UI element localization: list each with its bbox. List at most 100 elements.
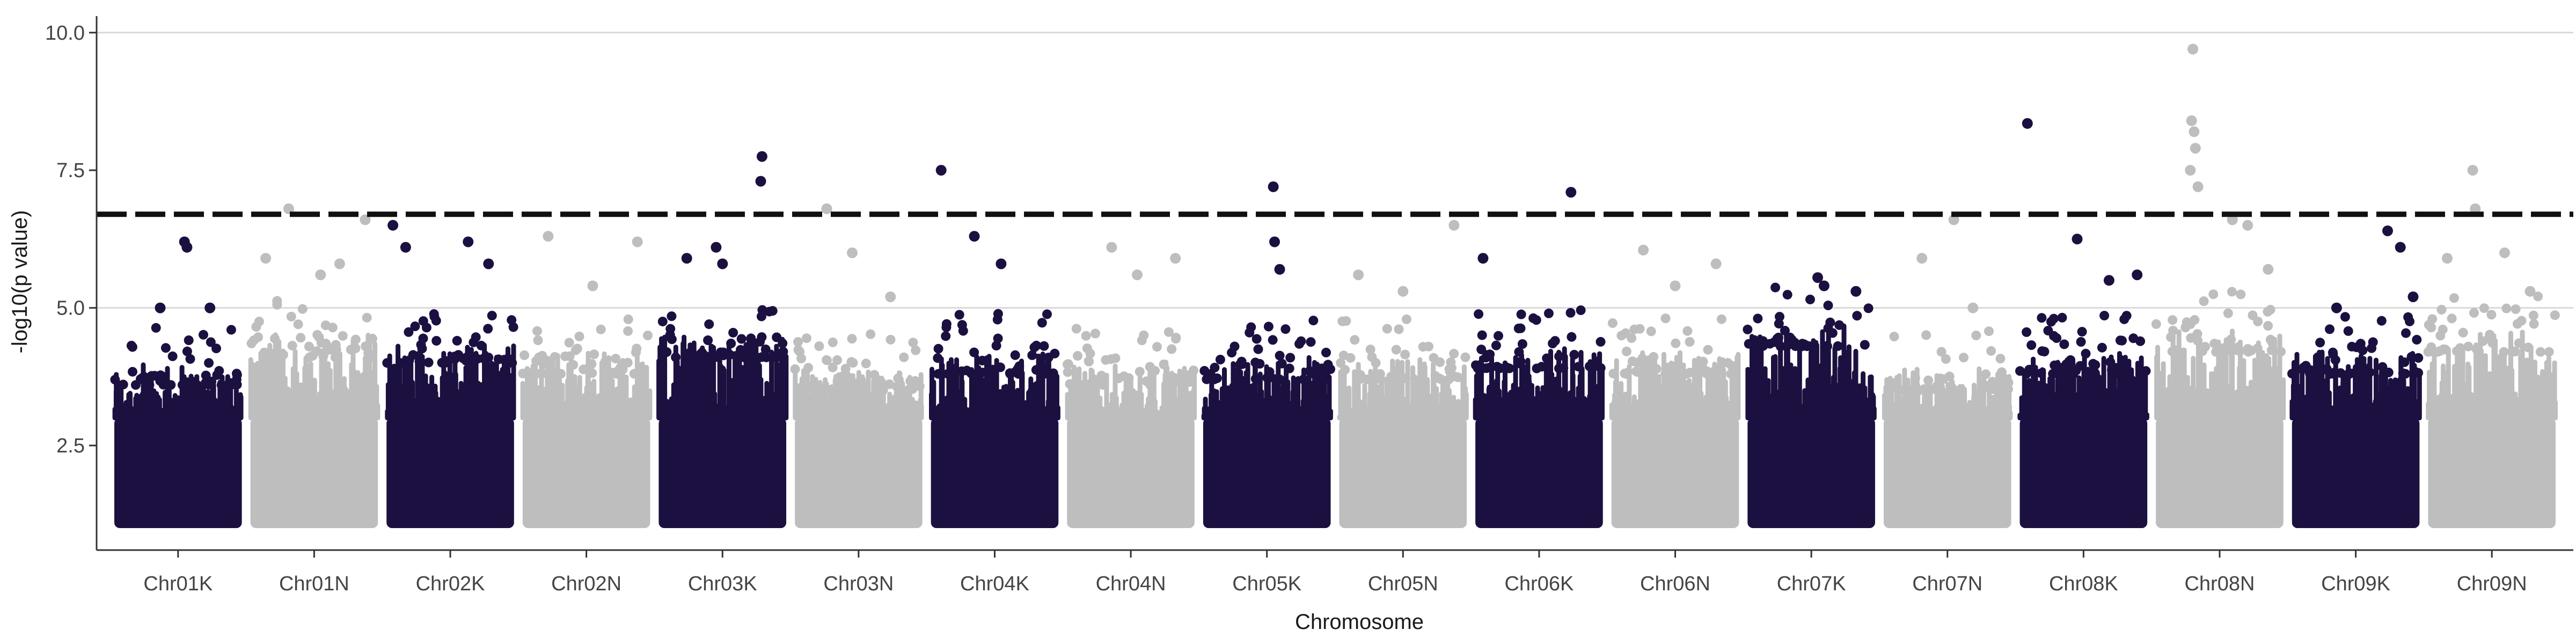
- data-point: [1137, 335, 1147, 346]
- data-point: [565, 351, 575, 361]
- data-point: [2117, 367, 2127, 377]
- data-point: [2478, 336, 2488, 346]
- x-tick-label: Chr05N: [1368, 573, 1438, 595]
- point-band: [1475, 418, 1603, 528]
- chromosome-Chr01N: [246, 203, 380, 528]
- data-point: [2048, 369, 2058, 379]
- point-columns: [520, 350, 653, 421]
- data-point: [1596, 336, 1606, 347]
- data-point: [487, 311, 497, 321]
- data-point: [1005, 369, 1015, 379]
- data-point: [293, 319, 303, 330]
- data-point: [2438, 324, 2448, 334]
- data-point: [756, 311, 766, 321]
- data-point: [2523, 342, 2533, 353]
- peak-point: [1850, 286, 1862, 297]
- point-band: [1339, 418, 1467, 528]
- chromosome-Chr02K: [382, 219, 518, 528]
- data-point: [1202, 374, 1212, 384]
- data-point: [254, 317, 264, 327]
- data-point: [1852, 311, 1862, 321]
- data-point: [287, 341, 297, 351]
- data-point: [1449, 349, 1459, 358]
- data-point: [1780, 326, 1790, 336]
- peak-point: [717, 258, 728, 269]
- data-point: [1795, 341, 1805, 351]
- data-point: [1370, 372, 1379, 383]
- data-point: [2501, 303, 2512, 313]
- data-point: [1084, 356, 1094, 366]
- data-point: [1782, 290, 1792, 300]
- data-point: [2463, 341, 2473, 352]
- peak-point: [181, 241, 193, 253]
- data-point: [728, 327, 738, 338]
- data-point: [861, 358, 871, 369]
- data-point: [2426, 323, 2436, 333]
- data-point: [118, 379, 128, 390]
- data-point: [1514, 358, 1524, 369]
- data-point: [1098, 380, 1108, 390]
- peak-point: [2185, 165, 2196, 176]
- data-point: [2479, 303, 2489, 313]
- data-point: [873, 375, 883, 385]
- data-point: [1910, 373, 1920, 383]
- data-point: [2458, 327, 2468, 338]
- data-point: [1726, 361, 1737, 371]
- data-point: [1081, 331, 1091, 341]
- chromosome-Chr06K: [1471, 187, 1606, 528]
- data-point: [2347, 341, 2357, 352]
- data-point: [296, 333, 306, 343]
- point-columns: [385, 342, 516, 421]
- data-point: [1168, 378, 1179, 389]
- data-point: [410, 321, 420, 331]
- data-point: [1827, 328, 1838, 338]
- x-tick-label: Chr06K: [1504, 573, 1574, 595]
- data-point: [1834, 320, 1845, 330]
- point-columns: [112, 362, 244, 421]
- data-point: [1532, 363, 1542, 374]
- data-point: [2469, 308, 2479, 318]
- peak-point: [387, 219, 399, 231]
- data-point: [338, 331, 348, 341]
- peak-point: [283, 203, 294, 214]
- data-point: [1495, 363, 1505, 374]
- data-point: [395, 358, 405, 368]
- data-point: [1110, 353, 1121, 363]
- data-point: [2252, 343, 2263, 353]
- data-point: [1065, 379, 1075, 389]
- data-point: [2398, 368, 2408, 378]
- data-point: [1554, 363, 1564, 374]
- peak-point: [400, 241, 411, 253]
- data-point: [1542, 353, 1552, 363]
- data-point: [736, 334, 747, 344]
- data-point: [1889, 332, 1899, 342]
- data-point: [204, 379, 214, 390]
- data-point: [232, 369, 241, 379]
- data-point: [933, 343, 943, 354]
- data-point: [1124, 373, 1134, 383]
- data-point: [2328, 369, 2338, 379]
- data-point: [2263, 321, 2273, 331]
- data-point: [1531, 315, 1541, 325]
- data-point: [1896, 385, 1906, 395]
- data-point: [155, 376, 165, 386]
- point-columns: [2426, 330, 2558, 421]
- data-point: [2399, 357, 2410, 367]
- data-point: [1152, 342, 1162, 352]
- data-point: [2487, 338, 2498, 348]
- data-point: [662, 347, 672, 357]
- data-point: [331, 340, 341, 350]
- data-point: [1671, 338, 1681, 348]
- data-point: [1353, 374, 1364, 384]
- peak-point: [2192, 181, 2204, 192]
- data-point: [533, 335, 543, 346]
- data-point: [1473, 363, 1483, 374]
- peak-point: [155, 302, 166, 313]
- peak-point: [360, 214, 371, 225]
- data-point: [847, 334, 857, 344]
- data-point: [160, 343, 171, 353]
- data-point: [1785, 332, 1795, 342]
- data-point: [1167, 344, 1177, 354]
- data-point: [840, 364, 851, 374]
- data-point: [1548, 339, 1558, 348]
